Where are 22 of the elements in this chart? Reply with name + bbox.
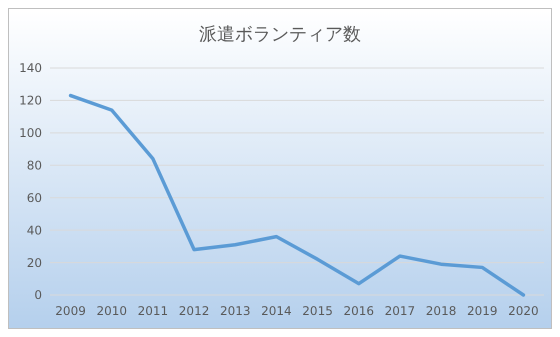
y-tick-label: 40 — [26, 223, 42, 238]
y-tick-label: 80 — [26, 158, 42, 172]
x-tick-label: 2020 — [508, 304, 539, 318]
x-tick-label: 2014 — [261, 304, 292, 318]
line-series — [68, 94, 526, 297]
x-tick-label: 2011 — [138, 304, 168, 318]
chart-title: 派遣ボランティア数 — [199, 24, 361, 45]
y-tick-label: 0 — [34, 288, 42, 302]
x-tick-label: 2018 — [426, 304, 456, 318]
y-tick-label: 120 — [19, 94, 42, 108]
y-tick-label: 20 — [26, 256, 42, 270]
x-tick-label: 2016 — [343, 304, 374, 318]
y-tick-label: 140 — [19, 61, 42, 76]
x-tick-label: 2017 — [384, 304, 416, 318]
x-tick-label: 2013 — [220, 304, 251, 318]
y-tick-label: 100 — [19, 126, 42, 140]
x-tick-label: 2012 — [178, 304, 210, 318]
x-tick-label: 2019 — [466, 304, 498, 318]
x-tick-label: 2015 — [302, 304, 333, 318]
x-tick-label: 2010 — [96, 304, 128, 318]
x-tick-label: 2009 — [55, 304, 86, 318]
y-tick-label: 60 — [26, 190, 42, 205]
